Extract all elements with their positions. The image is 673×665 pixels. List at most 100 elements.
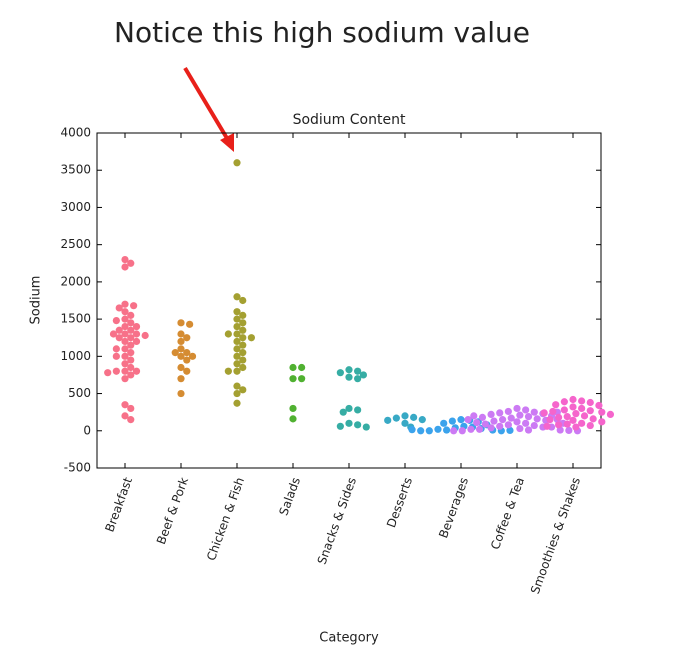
dot	[443, 426, 451, 434]
dot	[127, 341, 135, 349]
y-axis-label: Sodium	[29, 276, 44, 325]
dot	[239, 311, 247, 319]
dot	[239, 386, 247, 394]
dot	[496, 422, 504, 430]
dot	[127, 404, 135, 413]
x-tick-label: Salads	[276, 475, 303, 517]
dot	[289, 375, 297, 383]
dot	[121, 315, 129, 323]
dot	[183, 367, 191, 375]
dot	[127, 319, 135, 327]
dot	[354, 375, 362, 383]
dot	[481, 420, 489, 428]
x-tick-label: Beef & Pork	[154, 475, 191, 546]
dot	[408, 426, 416, 434]
dot	[560, 398, 568, 406]
dot	[362, 423, 370, 431]
dot	[589, 415, 597, 423]
dot	[506, 426, 514, 435]
dot	[109, 330, 118, 338]
dot	[586, 421, 594, 430]
dot	[115, 304, 123, 312]
dot	[507, 414, 515, 422]
x-tick-label: Smoothies & Shakes	[528, 475, 583, 595]
dot	[132, 337, 141, 346]
dot	[513, 404, 521, 413]
dot	[239, 341, 247, 349]
dot	[499, 416, 507, 424]
dot	[569, 395, 577, 404]
dot	[121, 401, 129, 409]
dot	[457, 416, 465, 424]
dot	[359, 371, 367, 379]
x-tick-label: Chicken & Fish	[204, 475, 247, 562]
dot	[127, 259, 135, 267]
dot	[127, 311, 135, 319]
dot	[121, 367, 129, 375]
dot	[188, 352, 197, 360]
dot	[345, 373, 353, 381]
dot	[177, 337, 185, 346]
dot	[530, 408, 538, 416]
dot	[522, 406, 530, 414]
dot	[239, 319, 247, 327]
dot	[121, 375, 129, 383]
dot	[112, 367, 120, 375]
dot	[233, 293, 241, 301]
y-tick-label: 3500	[60, 163, 91, 177]
dot	[336, 422, 344, 430]
dot	[475, 425, 484, 433]
dot	[578, 397, 586, 405]
dot	[121, 300, 129, 308]
dot	[336, 369, 344, 377]
dot	[233, 360, 241, 368]
dot	[533, 415, 541, 423]
y-tick-label: 4000	[60, 126, 91, 140]
dot	[233, 389, 241, 398]
dot	[121, 308, 129, 316]
x-tick-label: Desserts	[384, 475, 415, 529]
dot	[392, 414, 400, 422]
dot	[546, 416, 554, 424]
dot	[478, 413, 487, 421]
y-tick-label: 500	[68, 386, 91, 400]
dot	[183, 349, 191, 357]
dot	[186, 320, 194, 328]
dot	[239, 363, 247, 372]
dot	[401, 412, 409, 420]
dot	[112, 317, 120, 325]
dot	[418, 416, 426, 424]
x-axis-label: Category	[319, 631, 379, 646]
dot	[121, 345, 129, 353]
dot	[540, 409, 548, 417]
dot	[121, 360, 129, 368]
arrow-head	[220, 133, 234, 152]
dot	[450, 427, 458, 435]
dot	[516, 411, 524, 419]
y-tick-label: 0	[83, 423, 91, 437]
dot	[233, 337, 241, 346]
dot	[104, 369, 112, 377]
dot	[177, 389, 185, 398]
dot	[239, 356, 247, 364]
dot	[115, 326, 123, 334]
dot	[354, 367, 362, 375]
dot	[233, 322, 241, 331]
dot	[464, 416, 472, 424]
dot	[513, 418, 521, 426]
dot	[127, 416, 135, 424]
dot	[524, 426, 533, 434]
dot	[247, 334, 255, 342]
dot	[504, 407, 512, 416]
dot	[177, 345, 185, 353]
dot	[233, 308, 241, 316]
dot	[606, 410, 615, 418]
dot	[417, 427, 425, 435]
dot	[224, 330, 232, 338]
dot	[563, 420, 571, 428]
dot	[177, 375, 185, 383]
dot	[127, 371, 135, 379]
dot	[504, 421, 512, 429]
dot	[598, 418, 606, 426]
dot	[487, 424, 495, 432]
